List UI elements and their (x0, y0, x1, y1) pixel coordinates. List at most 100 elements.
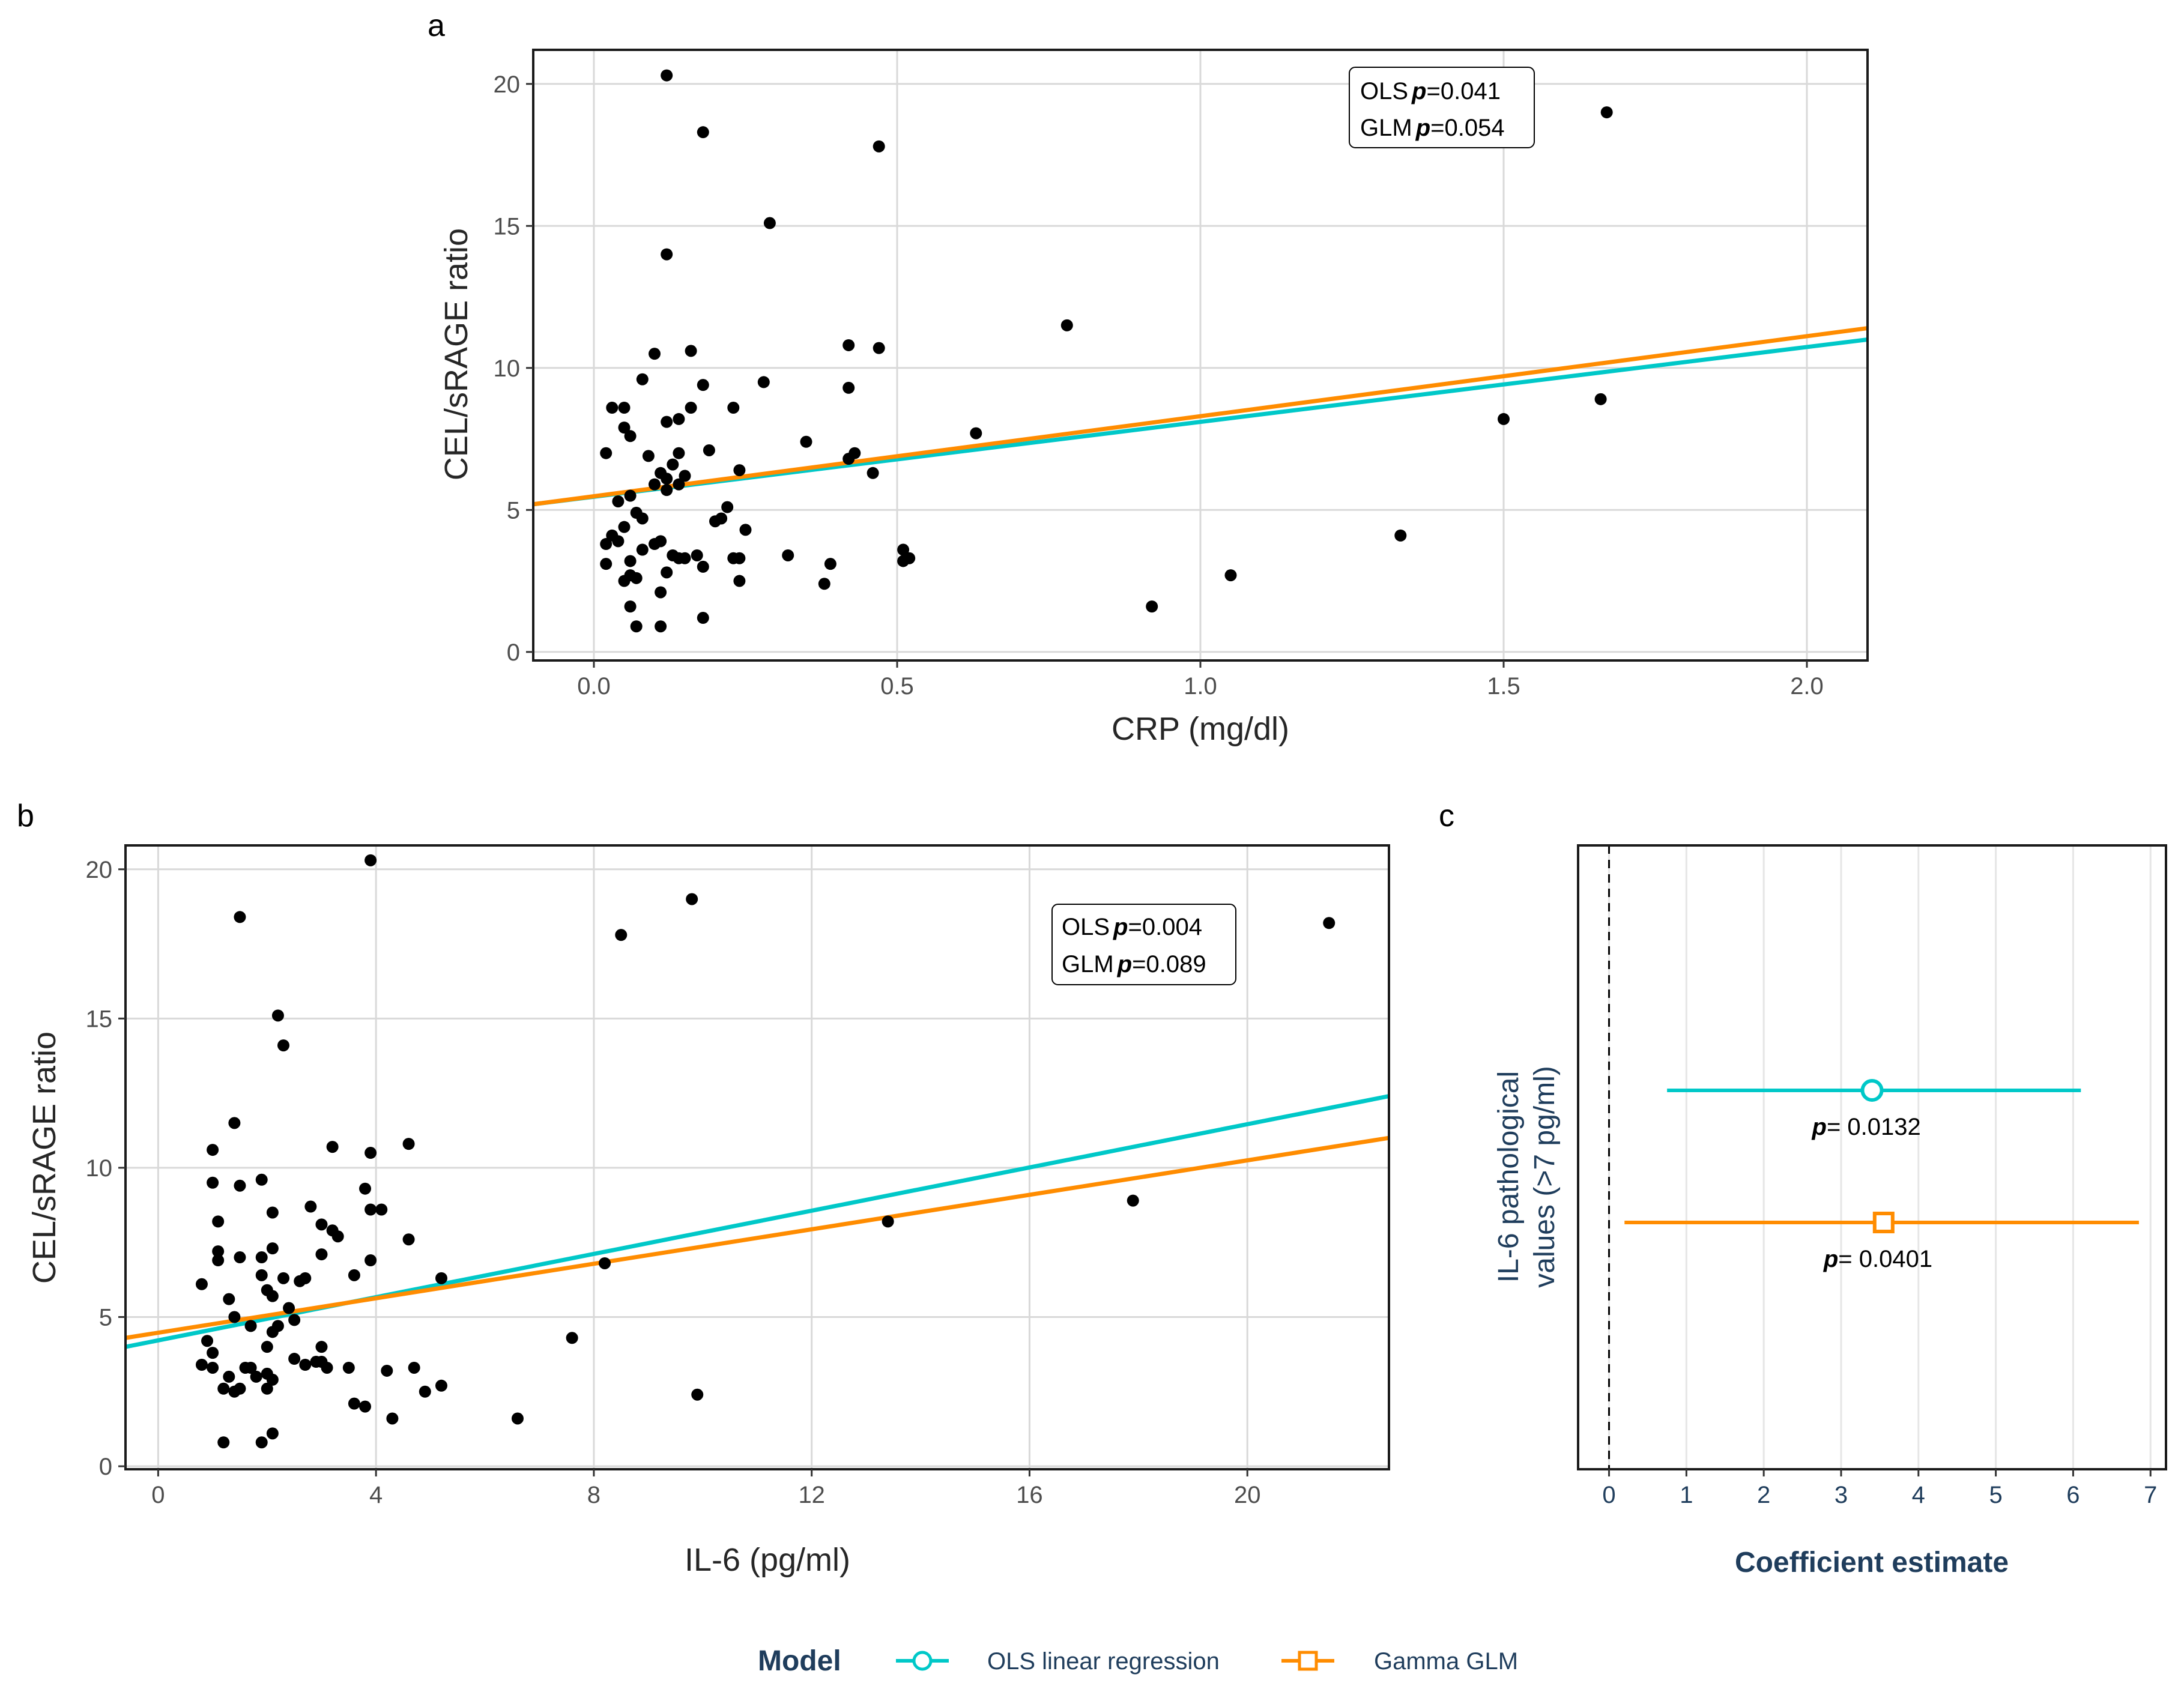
panel-a-data-point (612, 535, 625, 548)
panel-b-grid (126, 845, 1389, 1469)
panel-b-data-point (1323, 917, 1336, 929)
panel-b-data-point (326, 1141, 339, 1153)
panel-a-y-axis-title: CEL/sRAGE ratio (438, 228, 474, 480)
panel-a-data-point (1224, 569, 1237, 582)
panel-a-data-point (757, 376, 770, 388)
panel-b-data-point (686, 893, 698, 905)
panel-c: c p= 0.0132 p= 0.0401 0 1 2 3 4 5 6 7 Coefficien… (1439, 799, 2167, 1579)
panel-b-data-point (212, 1245, 225, 1258)
panel-b-data-point (255, 1436, 268, 1449)
panel-a-y-tick-label: 20 (494, 71, 521, 98)
panel-b-data-point (348, 1269, 360, 1281)
panel-b-glm-stat: GLM p=0.089 (1062, 951, 1206, 977)
panel-a-points (600, 69, 1613, 633)
panel-b-data-point (228, 1311, 241, 1323)
panel-b-data-point (255, 1269, 268, 1281)
panel-b-data-point (288, 1314, 301, 1326)
panel-a-data-point (606, 402, 619, 414)
panel-b-data-point (408, 1361, 420, 1374)
panel-b-y-tick-label: 0 (99, 1454, 112, 1480)
panel-a-data-point (661, 69, 673, 82)
panel-b-data-point (207, 1144, 219, 1156)
panel-a-x-axis-title: CRP (mg/dl) (1112, 711, 1289, 747)
panel-a-data-point (733, 464, 746, 477)
panel-a-data-point (691, 549, 703, 561)
panel-b-data-point (234, 1251, 246, 1264)
panel-a-data-point (842, 339, 855, 351)
panel-b-x-tick-label: 0 (151, 1482, 165, 1508)
panel-b-data-point (277, 1272, 289, 1284)
panel-b-data-point (331, 1230, 344, 1243)
panel-b: b 0 4 8 12 16 20 0 5 10 15 20 IL-6 (pg/ml) CEL/sR… (17, 799, 1390, 1578)
panel-a-data-point (642, 450, 655, 462)
panel-b-data-point (266, 1206, 279, 1219)
panel-a-data-point (697, 560, 709, 573)
panel-a-data-point (661, 566, 673, 579)
panel-b-data-point (283, 1302, 295, 1314)
panel-b-data-point (315, 1248, 328, 1261)
panel-a-glm-stat: GLM p=0.054 (1360, 115, 1505, 141)
legend: Model OLS linear regression Gamma GLM (758, 1645, 1518, 1677)
panel-a-data-point (685, 402, 697, 414)
panel-a-data-point (636, 543, 649, 556)
panel-a-data-point (655, 586, 667, 599)
panel-a-data-point (739, 524, 752, 536)
panel-a-data-point (733, 552, 746, 564)
panel-a-x-ticks: 0.0 0.5 1.0 1.5 2.0 (577, 660, 1824, 699)
legend-glm-label: Gamma GLM (1374, 1648, 1518, 1675)
panel-a-data-point (903, 552, 916, 564)
panel-b-y-tick-label: 5 (99, 1304, 112, 1331)
panel-b-data-point (599, 1257, 611, 1269)
panel-a-data-point (667, 458, 679, 471)
panel-a-data-point (873, 140, 885, 153)
panel-a-data-point (661, 473, 673, 485)
panel-a-stats-box: OLS p=0.041 GLM p=0.054 (1349, 67, 1535, 148)
panel-a-data-point (1594, 393, 1607, 405)
panel-a-data-point (673, 478, 685, 491)
panel-a-data-point (649, 348, 661, 360)
panel-b-x-tick-label: 12 (798, 1482, 825, 1508)
panel-b-data-point (223, 1293, 235, 1305)
panel-b-y-axis-title: CEL/sRAGE ratio (26, 1032, 62, 1284)
panel-a-data-point (818, 578, 830, 590)
panel-c-ols-p-value: p= 0.0132 (1812, 1114, 1921, 1140)
panel-a-data-point (970, 427, 982, 440)
panel-a-data-point (661, 248, 673, 261)
panel-c-glm-p-value: p= 0.0401 (1823, 1246, 1932, 1272)
legend-item-glm: Gamma GLM (1281, 1648, 1518, 1675)
panel-a-fit-lines (533, 326, 1868, 507)
panel-b-data-point (217, 1436, 230, 1449)
panel-b-data-point (277, 1039, 289, 1052)
panel-a-y-tick-label: 15 (494, 213, 521, 240)
panel-b-data-point (348, 1397, 360, 1410)
panel-b-ols-stat: OLS p=0.004 (1062, 914, 1202, 940)
panel-b-x-tick-label: 4 (369, 1482, 383, 1508)
panel-a-data-point (842, 381, 855, 394)
panel-a-x-tick-label: 2.0 (1790, 673, 1824, 699)
panel-b-frame (124, 844, 1390, 1470)
panel-a-x-tick-label: 1.0 (1184, 673, 1217, 699)
panel-b-data-point (266, 1290, 279, 1302)
panel-a-x-tick-label: 1.5 (1487, 673, 1520, 699)
panel-a-data-point (697, 379, 709, 391)
panel-a-data-point (727, 402, 740, 414)
panel-b-x-tick-label: 16 (1016, 1482, 1043, 1508)
panel-a-stats-box-frame (1349, 67, 1535, 148)
panel-b-points (195, 854, 1336, 1449)
panel-a-data-point (697, 126, 709, 139)
panel-a-data-point (697, 612, 709, 624)
panel-a-data-point (618, 402, 631, 414)
panel-a-data-point (1498, 412, 1510, 425)
panel-b-data-point (234, 1382, 246, 1395)
panel-b-data-point (359, 1400, 372, 1413)
panel-c-estimates: p= 0.0132 p= 0.0401 (1624, 1079, 2139, 1272)
panel-b-data-point (315, 1218, 328, 1231)
panel-b-data-point (882, 1215, 894, 1228)
panel-a-data-point (733, 575, 746, 587)
panel-a-y-tick-label: 5 (507, 497, 520, 524)
panel-c-grid (1608, 845, 2152, 1469)
panel-b-stats-box: OLS p=0.004 GLM p=0.089 (1051, 904, 1236, 985)
panel-b-data-point (288, 1353, 301, 1365)
